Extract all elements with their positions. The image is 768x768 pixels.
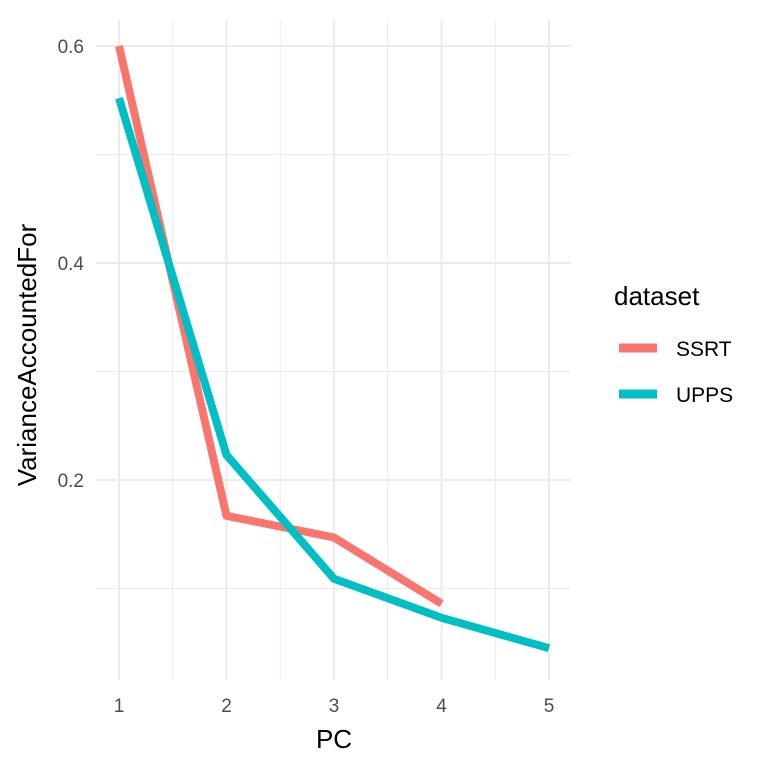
legend: dataset SSRT UPPS [614, 281, 733, 407]
series-line-upps [115, 96, 551, 653]
grid-major [96, 20, 571, 680]
y-axis-ticks: 0.2 0.4 0.6 [58, 37, 85, 492]
y-axis-title: VarianceAccountedFor [12, 223, 42, 486]
x-tick-label: 1 [114, 696, 125, 717]
y-tick-label: 0.4 [58, 254, 85, 275]
legend-title: dataset [614, 281, 700, 311]
series-lines [115, 45, 551, 653]
x-tick-label: 2 [221, 696, 232, 717]
legend-label-upps: UPPS [676, 384, 733, 407]
x-axis-title: PC [316, 724, 352, 754]
x-tick-label: 3 [329, 696, 340, 717]
x-axis-ticks: 1 2 3 4 5 [114, 696, 555, 717]
x-tick-label: 4 [436, 696, 447, 717]
x-tick-label: 5 [544, 696, 555, 717]
y-tick-label: 0.2 [58, 471, 84, 492]
y-tick-label: 0.6 [58, 37, 84, 58]
legend-label-ssrt: SSRT [676, 338, 732, 361]
